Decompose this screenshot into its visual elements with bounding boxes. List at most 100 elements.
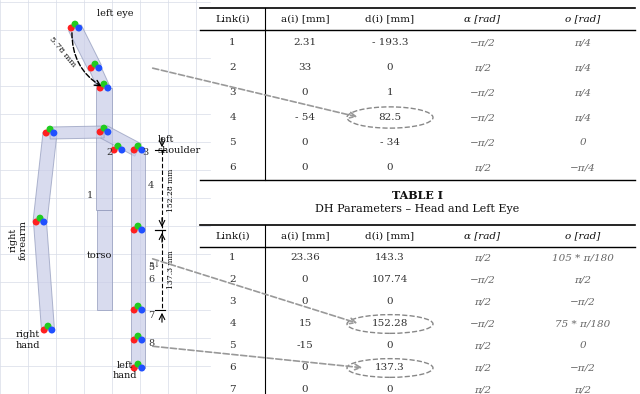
Text: 5: 5 bbox=[229, 138, 236, 147]
Polygon shape bbox=[90, 65, 109, 91]
Text: 4: 4 bbox=[229, 113, 236, 122]
Circle shape bbox=[41, 327, 47, 333]
Text: 143.3: 143.3 bbox=[375, 253, 405, 262]
Text: π/4: π/4 bbox=[574, 113, 591, 122]
Circle shape bbox=[134, 361, 141, 368]
Text: left eye: left eye bbox=[97, 9, 133, 18]
Text: −π/4: −π/4 bbox=[570, 163, 595, 172]
Circle shape bbox=[134, 223, 141, 230]
Circle shape bbox=[76, 24, 83, 32]
Text: π/2: π/2 bbox=[574, 275, 591, 284]
Text: 107.74: 107.74 bbox=[372, 275, 408, 284]
Circle shape bbox=[72, 20, 79, 28]
Text: 5↓: 5↓ bbox=[148, 261, 161, 269]
Circle shape bbox=[104, 128, 111, 136]
Text: 7: 7 bbox=[229, 385, 236, 394]
Circle shape bbox=[36, 215, 44, 222]
Text: 3: 3 bbox=[229, 88, 236, 97]
Text: a(i) [mm]: a(i) [mm] bbox=[281, 232, 330, 240]
Text: −π/2: −π/2 bbox=[470, 113, 495, 122]
Text: 0: 0 bbox=[387, 342, 394, 351]
Text: 5: 5 bbox=[148, 264, 154, 273]
Circle shape bbox=[104, 84, 111, 91]
Text: 0: 0 bbox=[301, 364, 308, 372]
Circle shape bbox=[134, 143, 141, 150]
Text: 0: 0 bbox=[387, 297, 394, 307]
Text: 75 * π/180: 75 * π/180 bbox=[555, 320, 610, 329]
Circle shape bbox=[131, 227, 138, 234]
Text: 0: 0 bbox=[301, 138, 308, 147]
Text: a(i) [mm]: a(i) [mm] bbox=[281, 15, 330, 24]
Text: 82.5: 82.5 bbox=[378, 113, 401, 122]
Text: π/2: π/2 bbox=[474, 253, 491, 262]
Text: 23.36: 23.36 bbox=[290, 253, 320, 262]
Polygon shape bbox=[131, 150, 145, 368]
Text: 6: 6 bbox=[229, 364, 236, 372]
Text: −π/2: −π/2 bbox=[570, 297, 595, 307]
Text: DH Parameters – Head and Left Eye: DH Parameters – Head and Left Eye bbox=[316, 204, 520, 214]
Text: 1: 1 bbox=[87, 191, 93, 199]
Circle shape bbox=[138, 307, 145, 314]
Text: 137.3 mm: 137.3 mm bbox=[167, 251, 175, 289]
Circle shape bbox=[47, 126, 54, 133]
Text: −π/2: −π/2 bbox=[470, 38, 495, 47]
Text: 6: 6 bbox=[148, 275, 154, 284]
Text: −π/2: −π/2 bbox=[470, 275, 495, 284]
Text: 3: 3 bbox=[229, 297, 236, 307]
Circle shape bbox=[134, 303, 141, 310]
Text: 152.28: 152.28 bbox=[372, 320, 408, 329]
Text: 0: 0 bbox=[387, 385, 394, 394]
Circle shape bbox=[51, 130, 58, 136]
Text: TABLE I: TABLE I bbox=[392, 190, 443, 201]
Polygon shape bbox=[33, 132, 57, 223]
Circle shape bbox=[49, 327, 55, 333]
Polygon shape bbox=[96, 88, 112, 210]
Text: 3: 3 bbox=[142, 147, 148, 156]
Text: π/2: π/2 bbox=[474, 385, 491, 394]
Circle shape bbox=[134, 333, 141, 340]
Text: 1: 1 bbox=[229, 38, 236, 47]
Text: α [rad]: α [rad] bbox=[465, 232, 500, 240]
Text: 2: 2 bbox=[229, 275, 236, 284]
Text: left
shoulder: left shoulder bbox=[158, 135, 201, 155]
Circle shape bbox=[88, 65, 95, 71]
Text: 33: 33 bbox=[298, 63, 312, 72]
Text: 2: 2 bbox=[107, 147, 113, 156]
Circle shape bbox=[33, 219, 40, 225]
Text: right
forearm: right forearm bbox=[8, 220, 28, 260]
Circle shape bbox=[131, 307, 138, 314]
Circle shape bbox=[138, 227, 145, 234]
Text: 8: 8 bbox=[148, 338, 154, 348]
Text: π/2: π/2 bbox=[474, 297, 491, 307]
Text: 6: 6 bbox=[229, 163, 236, 172]
Text: π/2: π/2 bbox=[474, 342, 491, 351]
Text: −π/2: −π/2 bbox=[470, 88, 495, 97]
Text: 4: 4 bbox=[148, 180, 154, 190]
Text: d(i) [mm]: d(i) [mm] bbox=[365, 232, 415, 240]
Polygon shape bbox=[100, 126, 141, 156]
Text: 0: 0 bbox=[579, 138, 586, 147]
Text: −π/2: −π/2 bbox=[570, 364, 595, 372]
Text: π/2: π/2 bbox=[474, 63, 491, 72]
Text: 1: 1 bbox=[229, 253, 236, 262]
Polygon shape bbox=[33, 221, 54, 331]
Text: 0: 0 bbox=[301, 163, 308, 172]
Text: 0: 0 bbox=[301, 297, 308, 307]
Circle shape bbox=[40, 219, 47, 225]
Circle shape bbox=[118, 147, 125, 154]
Polygon shape bbox=[50, 126, 104, 139]
Circle shape bbox=[92, 61, 99, 68]
Circle shape bbox=[95, 65, 102, 71]
Text: o [rad]: o [rad] bbox=[565, 232, 600, 240]
Text: -15: -15 bbox=[296, 342, 314, 351]
Circle shape bbox=[131, 364, 138, 372]
Polygon shape bbox=[68, 25, 101, 71]
Text: d(i) [mm]: d(i) [mm] bbox=[365, 15, 415, 24]
Text: 0: 0 bbox=[579, 342, 586, 351]
Circle shape bbox=[45, 323, 51, 330]
Circle shape bbox=[115, 143, 122, 150]
Circle shape bbox=[138, 147, 145, 154]
Text: 105 * π/180: 105 * π/180 bbox=[552, 253, 613, 262]
Text: 0: 0 bbox=[387, 63, 394, 72]
Circle shape bbox=[131, 336, 138, 344]
